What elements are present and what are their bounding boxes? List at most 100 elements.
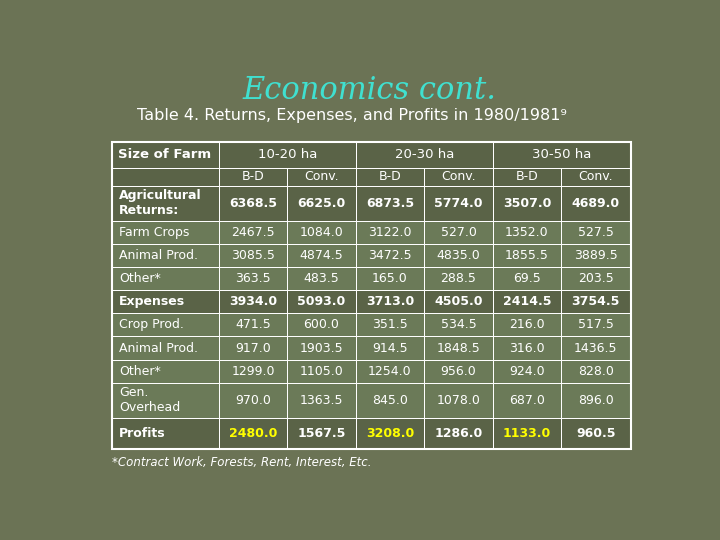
Bar (424, 267, 492, 291)
Bar (561, 336, 630, 360)
Bar (287, 382, 356, 418)
Text: 3713.0: 3713.0 (366, 295, 414, 308)
Text: 5774.0: 5774.0 (434, 197, 482, 210)
Bar (424, 360, 492, 382)
Text: 4689.0: 4689.0 (572, 197, 620, 210)
Bar (219, 141, 356, 168)
Bar (112, 186, 219, 221)
Bar (287, 244, 356, 267)
Text: 1133.0: 1133.0 (503, 427, 551, 440)
Text: 6625.0: 6625.0 (297, 197, 346, 210)
Bar (287, 168, 356, 186)
Bar (492, 141, 630, 168)
Bar (424, 382, 492, 418)
Bar (219, 336, 287, 360)
Bar (287, 382, 356, 418)
Bar (356, 141, 492, 168)
Bar (424, 313, 492, 336)
Bar (112, 336, 219, 360)
Text: Gen.
Overhead: Gen. Overhead (119, 387, 180, 414)
Bar (356, 168, 424, 186)
Text: Profits: Profits (119, 427, 166, 440)
Bar (287, 267, 356, 291)
Bar (219, 360, 287, 382)
Bar (561, 382, 630, 418)
Bar (219, 336, 287, 360)
Text: *Contract Work, Forests, Rent, Interest, Etc.: *Contract Work, Forests, Rent, Interest,… (112, 456, 372, 469)
Bar (561, 418, 630, 449)
Bar (112, 267, 219, 291)
Bar (561, 244, 630, 267)
Text: 1254.0: 1254.0 (368, 364, 412, 377)
Bar (492, 221, 561, 244)
Text: 5093.0: 5093.0 (297, 295, 346, 308)
Text: 20-30 ha: 20-30 ha (395, 148, 454, 161)
Text: 3754.5: 3754.5 (572, 295, 620, 308)
Bar (424, 186, 492, 221)
Bar (356, 382, 424, 418)
Bar (112, 141, 219, 168)
Bar (287, 291, 356, 313)
Bar (492, 291, 561, 313)
Bar (219, 221, 287, 244)
Bar (219, 186, 287, 221)
Bar (492, 360, 561, 382)
Bar (112, 418, 219, 449)
Bar (287, 221, 356, 244)
Bar (356, 382, 424, 418)
Text: 216.0: 216.0 (509, 319, 545, 332)
Bar (112, 291, 219, 313)
Text: 527.0: 527.0 (441, 226, 477, 239)
Bar (492, 221, 561, 244)
Bar (424, 418, 492, 449)
Bar (219, 313, 287, 336)
Bar (492, 168, 561, 186)
Bar (424, 244, 492, 267)
Text: 1352.0: 1352.0 (505, 226, 549, 239)
Bar (287, 313, 356, 336)
Bar (492, 418, 561, 449)
Text: B-D: B-D (379, 171, 401, 184)
Bar (356, 221, 424, 244)
Bar (356, 244, 424, 267)
Text: 6368.5: 6368.5 (229, 197, 277, 210)
Bar (219, 168, 287, 186)
Text: 828.0: 828.0 (577, 364, 613, 377)
Text: 1903.5: 1903.5 (300, 341, 343, 354)
Text: 956.0: 956.0 (441, 364, 477, 377)
Bar (112, 360, 219, 382)
Text: 517.5: 517.5 (577, 319, 613, 332)
Bar (219, 186, 287, 221)
Bar (561, 267, 630, 291)
Text: Other*: Other* (119, 364, 161, 377)
Bar (356, 186, 424, 221)
Bar (356, 244, 424, 267)
Bar (492, 382, 561, 418)
Text: 917.0: 917.0 (235, 341, 271, 354)
Bar (287, 221, 356, 244)
Bar (561, 186, 630, 221)
Bar (219, 360, 287, 382)
Bar (356, 267, 424, 291)
Text: 1436.5: 1436.5 (574, 341, 618, 354)
Text: Conv.: Conv. (304, 171, 339, 184)
Bar (112, 221, 219, 244)
Bar (356, 291, 424, 313)
Bar (112, 382, 219, 418)
Bar (219, 267, 287, 291)
Text: 914.5: 914.5 (372, 341, 408, 354)
Bar (561, 291, 630, 313)
Bar (492, 244, 561, 267)
Text: 69.5: 69.5 (513, 272, 541, 285)
Bar (492, 360, 561, 382)
Text: Other*: Other* (119, 272, 161, 285)
Bar (112, 168, 219, 186)
Text: 6873.5: 6873.5 (366, 197, 414, 210)
Bar (424, 360, 492, 382)
Bar (287, 313, 356, 336)
Text: Conv.: Conv. (441, 171, 476, 184)
Bar (112, 360, 219, 382)
Bar (356, 360, 424, 382)
Bar (492, 336, 561, 360)
Bar (112, 221, 219, 244)
